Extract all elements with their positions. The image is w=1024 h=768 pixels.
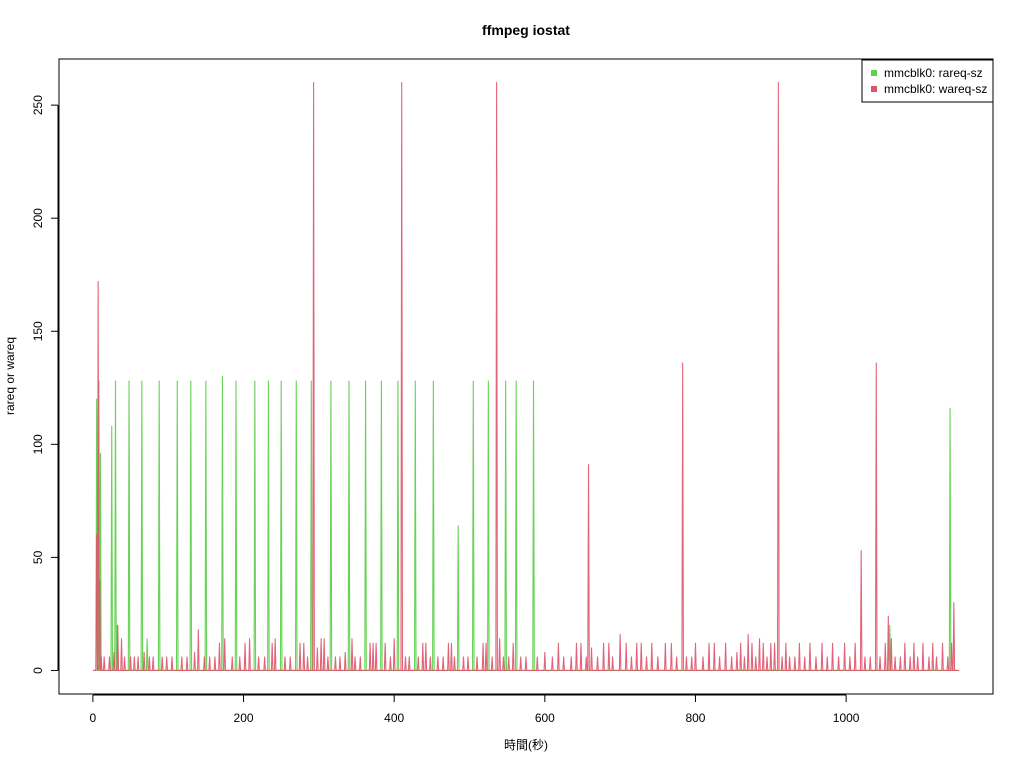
y-tick-label: 200: [31, 208, 45, 228]
legend: mmcblk0: rareq-sz mmcblk0: wareq-sz: [861, 59, 994, 103]
legend-swatch: [871, 86, 877, 92]
x-tick-label: 1000: [833, 711, 860, 725]
y-axis: 0 50 100 150 200 250: [31, 95, 59, 674]
y-axis-label: rareq or wareq: [3, 337, 17, 415]
x-tick-label: 0: [90, 711, 97, 725]
y-tick-label: 0: [31, 667, 45, 674]
y-tick-label: 250: [31, 95, 45, 115]
legend-label: mmcblk0: wareq-sz: [884, 82, 987, 96]
legend-box: [861, 59, 994, 103]
legend-label: mmcblk0: rareq-sz: [884, 66, 983, 80]
x-axis-label: 時間(秒): [504, 738, 548, 752]
series-line-rareq-sz: [92, 375, 960, 672]
chart-title: ffmpeg iostat: [482, 22, 570, 38]
y-tick-label: 100: [31, 434, 45, 454]
x-tick-label: 200: [234, 711, 254, 725]
x-tick-label: 800: [685, 711, 705, 725]
y-tick-label: 50: [31, 550, 45, 564]
x-tick-label: 600: [535, 711, 555, 725]
x-tick-label: 400: [384, 711, 404, 725]
plot-area-border: [58, 58, 994, 695]
series-layer: [92, 81, 960, 672]
legend-swatch: [871, 70, 877, 76]
x-axis: 0 200 400 600 800 1000: [90, 694, 860, 725]
y-tick-label: 150: [31, 321, 45, 341]
series-line-wareq-sz: [92, 81, 960, 672]
